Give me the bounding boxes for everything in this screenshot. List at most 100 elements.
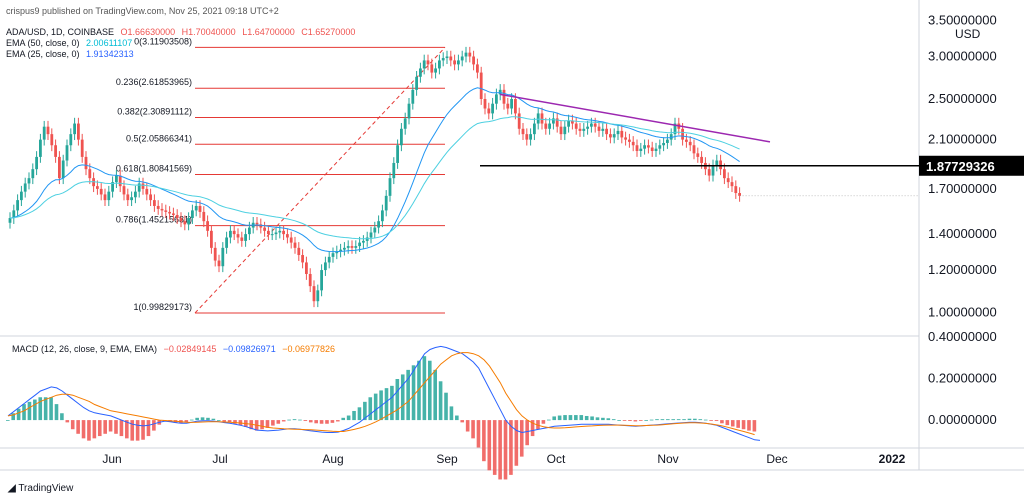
candle-body bbox=[35, 156, 38, 170]
candle-body bbox=[635, 145, 639, 152]
candle-body bbox=[179, 218, 183, 222]
macd-histogram-bar bbox=[563, 415, 567, 421]
candle-body bbox=[707, 169, 711, 176]
candle-body bbox=[206, 221, 209, 231]
macd-histogram-bar bbox=[390, 385, 394, 421]
candle-body bbox=[396, 145, 399, 163]
macd-histogram-bar bbox=[557, 415, 562, 421]
candle-body bbox=[312, 286, 316, 302]
macd-histogram-bar bbox=[292, 419, 297, 421]
macd-histogram-bar bbox=[617, 420, 621, 421]
macd-tick-label: 0.20000000 bbox=[928, 371, 997, 386]
candle-body bbox=[654, 148, 658, 152]
macd-histogram-bar bbox=[49, 397, 53, 421]
candle-body bbox=[50, 134, 54, 146]
candle-body bbox=[130, 197, 133, 201]
macd-histogram-bar bbox=[271, 420, 275, 426]
macd-histogram-bar bbox=[660, 419, 665, 421]
candle-body bbox=[403, 118, 407, 129]
ema50-label: EMA (50, close, 0) bbox=[6, 38, 80, 48]
candle-body bbox=[639, 148, 643, 152]
macd-histogram-bar bbox=[547, 419, 551, 421]
macd-histogram-bar bbox=[308, 420, 313, 423]
candle-body bbox=[628, 139, 631, 142]
candle-body bbox=[84, 156, 88, 170]
currency-label: USD bbox=[955, 27, 981, 41]
candle-body bbox=[612, 134, 616, 138]
macd-histogram-bar bbox=[574, 415, 578, 421]
macd-histogram-bar bbox=[492, 420, 497, 475]
candle-body bbox=[666, 139, 669, 143]
candle-body bbox=[316, 290, 320, 302]
time-tick-label: Sep bbox=[436, 452, 458, 466]
ohlc-legend: ADA/USD, 1D, COINBASE O1.66630000 H1.700… bbox=[6, 27, 359, 37]
macd-label: MACD (12, 26, close, 9, EMA, EMA) bbox=[12, 344, 158, 354]
candle-body bbox=[400, 128, 403, 146]
candle-body bbox=[23, 183, 27, 192]
macd-histogram-bar bbox=[92, 420, 97, 439]
macd-histogram-bar bbox=[400, 374, 405, 421]
candle-body bbox=[331, 253, 335, 257]
price-tick-label: 2.10000000 bbox=[928, 132, 997, 147]
candle-body bbox=[449, 56, 453, 61]
ema50-value: 2.00611107 bbox=[86, 38, 133, 48]
candle-body bbox=[358, 242, 361, 247]
candle-body bbox=[609, 134, 612, 138]
candle-body bbox=[61, 160, 65, 179]
macd-signal-line bbox=[7, 352, 755, 436]
candle-body bbox=[354, 246, 358, 248]
candle-body bbox=[620, 130, 624, 138]
candle-body bbox=[430, 64, 434, 73]
candle-body bbox=[339, 249, 342, 252]
macd-histogram-bar bbox=[693, 418, 697, 421]
candle-body bbox=[536, 113, 540, 124]
candle-body bbox=[263, 227, 266, 231]
candle-body bbox=[377, 221, 380, 228]
published-by-text: crispus9 published on TradingView.com, N… bbox=[6, 6, 279, 16]
macd-histogram-bar bbox=[536, 420, 540, 430]
macd-histogram-bar bbox=[460, 420, 465, 423]
macd-histogram-bar bbox=[119, 420, 124, 437]
macd-histogram-bar bbox=[687, 418, 692, 421]
fib-level-label: 0.5(2.05866341) bbox=[126, 133, 192, 143]
candle-body bbox=[685, 139, 688, 142]
time-tick-label: 2022 bbox=[879, 452, 906, 466]
candle-body bbox=[419, 68, 422, 77]
price-tick-label: 1.70000000 bbox=[928, 181, 997, 196]
low-value: L1.64700000 bbox=[242, 27, 295, 37]
candle-body bbox=[597, 126, 601, 131]
tradingview-logo: ◢ TradingView bbox=[8, 483, 73, 494]
macd-histogram-bar bbox=[184, 420, 189, 423]
candle-body bbox=[20, 191, 23, 201]
ema50-line bbox=[9, 116, 740, 240]
macd-histogram-bar bbox=[530, 420, 535, 437]
candle-body bbox=[491, 103, 494, 114]
candle-body bbox=[248, 227, 251, 235]
macd-histogram-bar bbox=[698, 419, 703, 421]
macd-histogram-bar bbox=[455, 415, 459, 421]
candle-body bbox=[73, 123, 76, 135]
candle-body bbox=[384, 195, 388, 211]
macd-histogram-bar bbox=[303, 420, 308, 422]
macd-histogram-bar bbox=[427, 360, 432, 421]
macd-histogram-bar bbox=[595, 417, 600, 421]
candle-body bbox=[487, 108, 491, 114]
ema25-label: EMA (25, close, 0) bbox=[6, 49, 80, 59]
candle-body bbox=[688, 141, 692, 146]
candle-body bbox=[99, 188, 103, 195]
candle-body bbox=[96, 186, 99, 189]
candle-body bbox=[39, 139, 42, 157]
macd-histogram-bar bbox=[146, 420, 151, 437]
candle-body bbox=[54, 145, 57, 157]
macd-hist-value: −0.02849145 bbox=[163, 344, 217, 354]
candle-body bbox=[236, 234, 240, 238]
macd-histogram-bar bbox=[368, 397, 373, 421]
candle-body bbox=[42, 126, 46, 140]
macd-histogram-bar bbox=[628, 420, 632, 422]
macd-histogram-bar bbox=[395, 379, 400, 421]
fib-trend-line bbox=[194, 47, 446, 314]
price-tick-label: 1.20000000 bbox=[928, 262, 997, 277]
candle-body bbox=[373, 227, 377, 233]
macd-histogram-bar bbox=[141, 420, 145, 440]
